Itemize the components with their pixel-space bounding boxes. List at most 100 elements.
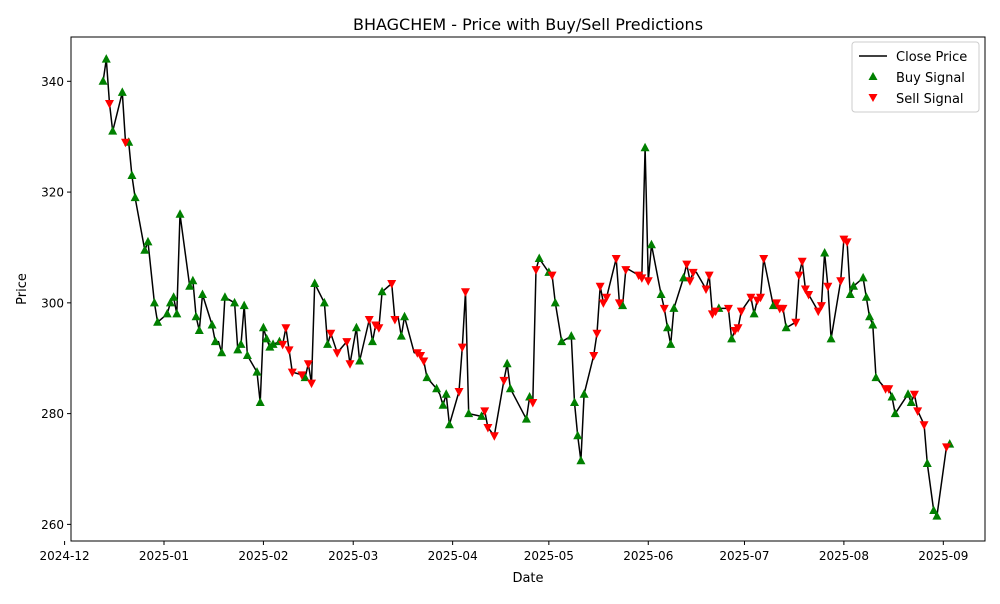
buy-signal-marker [618,300,628,310]
buy-signal-marker [194,325,204,335]
buy-signal-marker [165,297,175,307]
buy-signal-marker [727,333,737,343]
buy-signal-marker [396,331,406,340]
sell-signal-marker [611,255,621,264]
buy-signal-marker [140,245,150,254]
sell-signal-marker [823,282,833,292]
sell-signal-marker [791,318,801,328]
y-axis-ticks: 260 280 300 320 340 [41,75,71,532]
buy-signal-marker [162,308,172,318]
x-tick-label: 2025-09 [918,549,968,563]
sell-signal-marker [813,307,823,317]
buy-signal-marker [679,272,689,282]
sell-signal-marker [528,399,538,408]
sell-signal-marker [836,277,846,286]
buy-signal-marker [865,311,875,321]
buy-signal-marker [153,317,163,326]
buy-signal-marker [323,339,333,348]
buy-signal-marker [820,248,830,257]
buy-signal-marker [890,408,900,418]
x-tick-label: 2025-06 [623,549,673,563]
sell-signal-marker [614,299,624,308]
buy-signal-marker [367,336,377,346]
buy-signal-marker [557,336,567,346]
sell-signal-markers [104,99,952,452]
buy-signal-marker [749,308,759,318]
buy-signal-marker [566,331,576,340]
buy-signal-marker [663,322,673,332]
buy-signal-marker [127,170,137,179]
buy-signal-marker [464,408,474,418]
buy-signal-marker [887,392,897,401]
x-tick-label: 2025-05 [524,549,574,563]
sell-signal-marker [480,407,490,416]
buy-signal-marker [255,397,265,407]
sell-signal-marker [621,266,631,275]
buy-signal-marker [576,455,586,465]
sell-signal-marker [919,421,929,430]
buy-signal-marker [871,372,881,382]
sell-signal-marker [364,315,374,325]
sell-signal-marker [121,138,131,148]
buy-signal-marker [220,292,230,301]
buy-signal-marker [252,367,262,376]
buy-signal-marker [207,320,217,329]
buy-signal-marker [300,372,310,382]
buy-signal-marker [826,333,836,343]
buy-signal-marker [172,308,182,318]
buy-signal-marker [258,322,268,332]
x-axis-ticks: 2024-12 2025-01 2025-02 2025-03 2025-04 2025-… [40,541,968,563]
sell-signal-marker [643,277,653,286]
plot-frame [70,36,986,542]
buy-signal-marker [656,289,666,299]
legend-box [851,41,980,113]
sell-signal-marker [589,351,599,361]
buy-signal-marker [573,430,583,440]
buy-signal-marker [217,347,227,357]
buy-signal-markers [98,54,955,520]
legend-close-price-label: Close Price [896,50,967,65]
buy-signal-marker [922,458,932,467]
legend: Close Price Buy Signal Sell Signal [851,41,980,113]
buy-signal-marker [175,209,185,218]
buy-signal-marker [377,286,387,296]
y-axis-label: Price [15,273,30,305]
buy-signal-marker [579,389,589,398]
buy-signal-marker [191,311,201,321]
legend-buy-swatch [868,72,878,80]
sell-signal-marker [756,293,766,303]
x-axis-label: Date [512,571,543,586]
sell-signal-marker [842,238,852,247]
sell-signal-marker [547,271,557,281]
sell-signal-marker [685,277,695,286]
buy-signal-marker [236,339,246,348]
sell-signal-marker [800,285,810,294]
buy-signal-marker [438,400,448,409]
buy-signal-marker [849,281,859,290]
buy-signal-marker [432,383,442,393]
buy-signal-marker [233,344,243,354]
buy-signal-marker [98,76,108,85]
sell-signal-marker [688,268,698,278]
buy-signal-marker [197,289,207,299]
sell-signal-marker [942,443,952,452]
legend-sell-swatch [868,94,878,102]
buy-signal-marker [310,278,320,287]
sell-signal-marker [332,349,342,358]
buy-signal-marker [906,397,916,407]
buy-signal-marker [117,87,127,96]
buy-signal-marker [169,292,179,301]
sell-signal-marker [374,324,384,333]
sell-signal-marker [454,387,464,397]
buy-signal-marker [242,350,252,359]
buy-signal-marker [188,275,198,285]
sell-signal-marker [104,99,114,109]
sell-signal-marker [913,407,923,416]
buy-signal-marker [858,272,868,282]
buy-signal-marker [355,356,365,365]
sell-signal-marker [284,346,294,355]
sell-signal-marker [772,299,782,308]
sell-signal-marker [704,271,714,281]
sell-signal-marker [759,255,769,264]
buy-signal-marker [351,322,361,332]
